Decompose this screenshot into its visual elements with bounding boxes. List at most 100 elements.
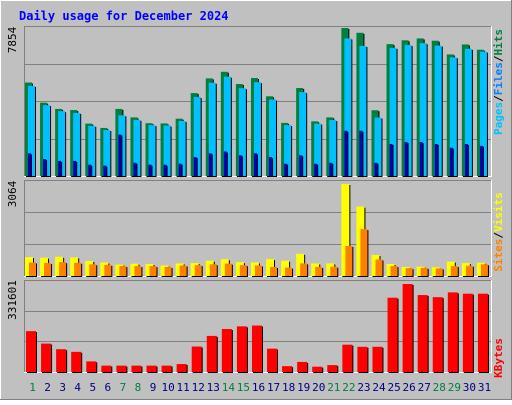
files-bar-day-20 bbox=[314, 123, 322, 176]
sites-bar-day-3 bbox=[59, 262, 67, 276]
pages-bar-day-11 bbox=[178, 163, 182, 176]
pages-bar-day-3 bbox=[58, 160, 62, 176]
pages-bar-day-23 bbox=[359, 130, 363, 176]
sites-bar-day-28 bbox=[435, 268, 443, 276]
pages-bar-day-5 bbox=[88, 164, 92, 176]
sites-bar-day-19 bbox=[300, 263, 308, 276]
kbytes-bar-day-8 bbox=[131, 365, 142, 372]
sites-bar-day-21 bbox=[330, 266, 338, 276]
pages-bar-day-1 bbox=[28, 153, 31, 176]
kbytes-bar-day-16 bbox=[251, 325, 262, 372]
pages-bar-day-17 bbox=[269, 157, 273, 176]
sites-bar-day-7 bbox=[119, 266, 127, 276]
sites-bar-day-23 bbox=[360, 229, 368, 276]
kbytes-bar-day-15 bbox=[236, 326, 247, 372]
x-label-day-17: 17 bbox=[267, 381, 280, 394]
sites-bar-day-4 bbox=[74, 262, 82, 276]
kbytes-bar-day-25 bbox=[387, 297, 398, 372]
x-label-day-27: 27 bbox=[418, 381, 431, 394]
kbytes-bar-day-31 bbox=[477, 293, 488, 372]
sites-bar-day-26 bbox=[405, 268, 413, 276]
x-label-day-26: 26 bbox=[403, 381, 416, 394]
x-label-day-18: 18 bbox=[282, 381, 295, 394]
kbytes-bar-day-11 bbox=[176, 364, 187, 372]
pages-bar-day-21 bbox=[329, 162, 333, 176]
kbytes-bar-day-4 bbox=[71, 351, 82, 372]
pages-bar-day-27 bbox=[419, 142, 423, 176]
sites-bar-day-10 bbox=[164, 266, 172, 276]
sites-bar-day-6 bbox=[104, 264, 112, 276]
hits-axis-max-label: 7854 bbox=[6, 26, 19, 53]
files-bar-day-19 bbox=[299, 92, 307, 176]
kbytes-panel-legend: KBytes bbox=[492, 338, 505, 378]
kbytes-bar-day-30 bbox=[462, 293, 473, 372]
hits-panel-legend: Pages/Files/Hits bbox=[492, 29, 505, 135]
files-bar-day-1 bbox=[28, 85, 35, 176]
kbytes-bar-day-6 bbox=[101, 365, 112, 372]
x-label-day-31: 31 bbox=[478, 381, 491, 394]
visits-panel-legend: Sites/Visits bbox=[492, 192, 505, 272]
kbytes-bar-day-12 bbox=[191, 346, 202, 372]
sites-bar-day-14 bbox=[224, 263, 232, 276]
x-label-day-9: 9 bbox=[150, 381, 157, 394]
x-label-day-25: 25 bbox=[387, 381, 400, 394]
x-label-day-21: 21 bbox=[327, 381, 340, 394]
sites-bar-day-20 bbox=[315, 266, 323, 276]
files-bar-day-29 bbox=[449, 57, 457, 177]
x-label-day-12: 12 bbox=[192, 381, 205, 394]
kbytes-bar-day-3 bbox=[56, 349, 67, 372]
pages-bar-day-12 bbox=[193, 157, 197, 176]
x-label-day-6: 6 bbox=[105, 381, 112, 394]
sites-bar-day-17 bbox=[270, 266, 278, 276]
x-label-day-2: 2 bbox=[44, 381, 51, 394]
kbytes-bar-day-29 bbox=[447, 292, 458, 372]
legend-kbytes: KBytes bbox=[492, 338, 505, 378]
x-label-day-29: 29 bbox=[448, 381, 461, 394]
files-bar-day-6 bbox=[103, 130, 111, 176]
panel-bg-1 bbox=[24, 180, 491, 276]
files-bar-day-22 bbox=[344, 38, 352, 177]
files-bar-day-15 bbox=[238, 88, 246, 176]
sites-bar-day-5 bbox=[89, 264, 97, 276]
sites-bar-day-13 bbox=[209, 264, 217, 276]
pages-bar-day-25 bbox=[389, 143, 393, 176]
x-label-day-22: 22 bbox=[342, 381, 355, 394]
x-label-day-20: 20 bbox=[312, 381, 325, 394]
kbytes-bar-day-5 bbox=[86, 361, 97, 372]
x-label-day-28: 28 bbox=[433, 381, 446, 394]
kbytes-bar-day-27 bbox=[417, 295, 428, 372]
files-bar-day-25 bbox=[389, 47, 397, 176]
sites-bar-day-18 bbox=[285, 267, 293, 276]
files-bar-day-11 bbox=[178, 120, 186, 176]
sites-bar-day-15 bbox=[239, 265, 247, 276]
pages-bar-day-16 bbox=[253, 153, 257, 176]
files-bar-day-9 bbox=[148, 125, 156, 176]
bars-layer bbox=[25, 28, 489, 373]
files-bar-day-26 bbox=[404, 45, 412, 177]
pages-bar-day-19 bbox=[299, 155, 303, 176]
kbytes-bar-day-7 bbox=[116, 365, 127, 372]
x-label-day-19: 19 bbox=[297, 381, 310, 394]
files-bar-day-10 bbox=[163, 125, 171, 176]
kbytes-bar-day-26 bbox=[402, 284, 413, 372]
pages-bar-day-2 bbox=[43, 159, 47, 176]
kbytes-bar-day-23 bbox=[357, 346, 368, 372]
files-bar-day-14 bbox=[223, 76, 231, 176]
files-bar-day-3 bbox=[58, 111, 66, 176]
kbytes-bar-day-28 bbox=[432, 297, 443, 372]
pages-bar-day-7 bbox=[118, 134, 122, 176]
kbytes-bar-day-2 bbox=[41, 343, 52, 372]
kbytes-bar-day-18 bbox=[282, 366, 293, 372]
sites-bar-day-16 bbox=[254, 265, 262, 276]
pages-bar-day-31 bbox=[479, 145, 483, 176]
x-label-day-10: 10 bbox=[161, 381, 174, 394]
pages-bar-day-26 bbox=[404, 142, 408, 176]
sites-bar-day-30 bbox=[465, 265, 473, 276]
x-label-day-14: 14 bbox=[222, 381, 236, 394]
pages-bar-day-30 bbox=[464, 143, 468, 176]
pages-bar-day-29 bbox=[449, 147, 453, 176]
sites-bar-day-8 bbox=[134, 266, 142, 276]
legend-sites: Sites bbox=[492, 239, 505, 272]
